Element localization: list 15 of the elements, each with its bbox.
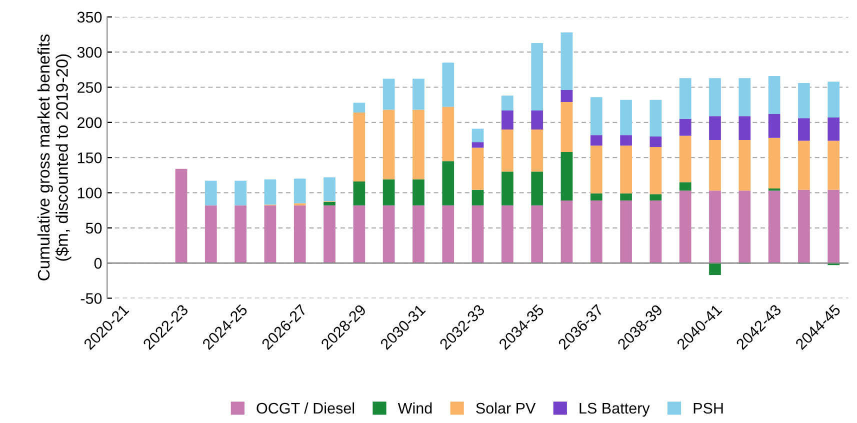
y-tick-label: 100	[78, 188, 102, 198]
legend-label: LS Battery	[580, 402, 650, 417]
y-tick-label: 150	[78, 152, 102, 164]
y-tick-label: 50	[86, 222, 102, 234]
legend-label: Solar PV	[476, 402, 536, 414]
y-tick-label: 250	[78, 82, 102, 93]
legend-label: OCGT / Diesel	[256, 402, 354, 414]
legend-label: PSH	[694, 402, 723, 414]
y-tick-label: 300	[77, 46, 102, 58]
y-tick-label: 0	[94, 258, 102, 269]
y-tick-label: 350	[77, 12, 102, 23]
y-axis-title: Cumulative gross market benefits ($m, discounted to 2019-20)	[37, 34, 72, 280]
y-tick-label: -50	[80, 293, 102, 304]
legend-label: Wind	[398, 402, 432, 414]
y-tick-label: 200	[78, 117, 102, 128]
